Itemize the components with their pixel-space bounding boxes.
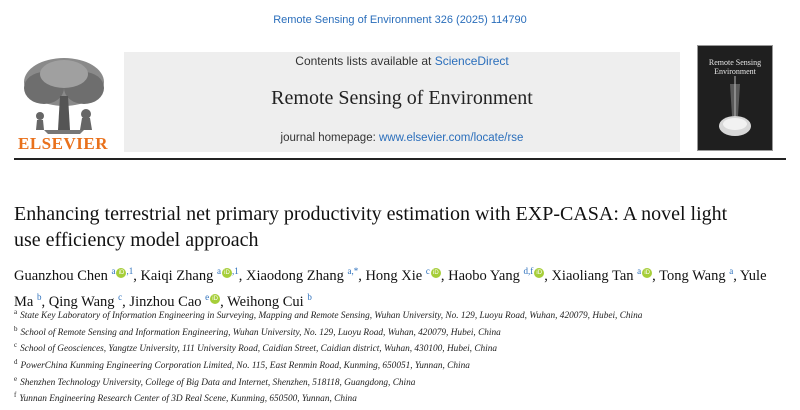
author-separator: , — [358, 267, 362, 284]
affiliation-text: School of Geosciences, Yangtze Universit… — [20, 344, 498, 355]
affiliation-key: e — [14, 374, 18, 383]
author-name[interactable]: Xiaodong Zhang — [245, 267, 344, 284]
author-separator: , — [220, 293, 224, 310]
orcid-icon[interactable]: iD — [221, 268, 232, 278]
author-affiliation-mark[interactable]: a — [729, 266, 734, 276]
cover-title-line1: Remote Sensing — [708, 58, 762, 67]
affiliation-item: b School of Remote Sensing and Informatio… — [14, 323, 786, 340]
author-separator: , — [238, 267, 243, 284]
author-entry: Guanzhou Chen a iD ,1, — [14, 266, 137, 284]
affiliation-key: d — [14, 358, 18, 367]
elsevier-tree-logo — [14, 52, 114, 152]
homepage-link[interactable]: www.elsevier.com/locate/rse — [379, 132, 524, 144]
contents-line: Contents lists available at ScienceDirec… — [124, 54, 680, 68]
author-entry: Weihong Cui b — [227, 291, 312, 310]
header-rule — [14, 158, 786, 160]
author-name[interactable]: Weihong Cui — [227, 293, 304, 310]
author-entry: Jinzhou Cao e iD, — [129, 291, 224, 310]
cover-title: Remote Sensing Environment — [698, 58, 772, 76]
affiliation-key: c — [14, 341, 18, 350]
author-name[interactable]: Qing Wang — [48, 293, 115, 310]
author-separator: , — [440, 267, 445, 284]
article-title: Enhancing terrestrial net primary produc… — [14, 203, 728, 251]
author-name[interactable]: Kaiqi Zhang — [140, 267, 214, 284]
author-entry: Yule Ma b, — [14, 268, 767, 310]
author-affiliation-mark[interactable]: c — [425, 266, 430, 276]
author-note-mark[interactable]: ,1 — [126, 266, 134, 276]
author-entry: Hong Xie c iD, — [365, 266, 445, 284]
affiliation-text: School of Remote Sensing and Information… — [20, 327, 501, 338]
author-separator: , — [122, 293, 126, 310]
author-list: Guanzhou Chen a iD ,1, Kaiqi Zhang a iD ,1, … — [14, 261, 786, 313]
affiliation-list: a State Key Laboratory of Information Eng… — [14, 306, 786, 406]
author-affiliation-mark[interactable]: a — [637, 266, 642, 276]
author-entry: Qing Wang c, — [48, 291, 126, 310]
author-affiliation-mark[interactable]: d,f — [523, 266, 534, 276]
author-affiliation-mark[interactable]: a,* — [347, 266, 359, 276]
journal-banner: Contents lists available at ScienceDirec… — [124, 52, 680, 152]
contents-prefix: Contents lists available at — [295, 54, 435, 68]
affiliation-item: a State Key Laboratory of Information Eng… — [14, 306, 786, 323]
author-name[interactable]: Hong Xie — [365, 267, 423, 284]
author-name[interactable]: Jinzhou Cao — [129, 293, 202, 310]
orcid-icon[interactable]: iD — [642, 268, 653, 278]
author-separator: , — [652, 267, 656, 284]
cover-title-line2: Environment — [714, 67, 756, 76]
orcid-icon[interactable]: iD — [210, 293, 221, 304]
affiliation-key: b — [14, 324, 18, 333]
sciencedirect-link[interactable]: ScienceDirect — [434, 54, 509, 68]
author-separator: , — [544, 267, 548, 284]
affiliation-text: State Key Laboratory of Information Engi… — [20, 311, 643, 322]
affiliation-text: Shenzhen Technology University, College … — [20, 377, 416, 388]
author-separator: , — [733, 267, 737, 284]
author-name[interactable]: Guanzhou Chen — [14, 267, 108, 284]
journal-citation[interactable]: Remote Sensing of Environment 326 (2025)… — [273, 14, 527, 26]
author-affiliation-mark[interactable]: e — [205, 291, 210, 302]
author-entry: Tong Wang a, — [659, 266, 737, 284]
journal-cover[interactable]: Remote Sensing Environment — [697, 45, 773, 151]
author-affiliation-mark[interactable]: a — [216, 266, 221, 276]
affiliation-text: PowerChina Kunming Engineering Corporati… — [20, 361, 470, 372]
affiliation-item: f Yunnan Engineering Research Center of 3… — [14, 389, 786, 406]
affiliation-key: a — [14, 308, 18, 316]
homepage-line: journal homepage: www.elsevier.com/locat… — [124, 132, 680, 144]
author-affiliation-mark[interactable]: b — [307, 291, 312, 302]
homepage-prefix: journal homepage: — [280, 132, 379, 144]
orcid-icon[interactable]: iD — [116, 268, 127, 278]
elsevier-wordmark[interactable]: ELSEVIER — [18, 134, 108, 153]
orcid-icon[interactable]: iD — [534, 268, 545, 278]
cover-artwork — [719, 76, 751, 136]
affiliation-key: f — [14, 391, 17, 400]
author-name[interactable]: Xiaoliang Tan — [551, 267, 634, 284]
author-note-mark[interactable]: ,1 — [231, 266, 239, 276]
affiliation-text: Yunnan Engineering Research Center of 3D… — [19, 394, 357, 405]
author-affiliation-mark[interactable]: b — [36, 291, 42, 302]
affiliation-item: c School of Geosciences, Yangtze Universi… — [14, 339, 786, 356]
orcid-icon[interactable]: iD — [430, 268, 441, 278]
author-name[interactable]: Tong Wang — [659, 267, 726, 284]
journal-name: Remote Sensing of Environment — [271, 87, 533, 109]
author-separator: , — [133, 267, 137, 284]
author-entry: Haobo Yang d,f iD, — [448, 266, 548, 284]
author-entry: Kaiqi Zhang a iD ,1, — [140, 266, 243, 284]
author-entry: Xiaodong Zhang a,*, — [245, 266, 362, 284]
affiliation-item: d PowerChina Kunming Engineering Corporat… — [14, 356, 786, 373]
affiliation-item: e Shenzhen Technology University, College… — [14, 373, 786, 390]
author-separator: , — [41, 293, 46, 310]
author-affiliation-mark[interactable]: c — [118, 291, 123, 302]
author-name[interactable]: Haobo Yang — [448, 267, 520, 284]
author-entry: Xiaoliang Tan a iD, — [551, 266, 656, 284]
author-name[interactable]: Yule Ma — [14, 267, 767, 310]
author-affiliation-mark[interactable]: a — [111, 266, 116, 276]
